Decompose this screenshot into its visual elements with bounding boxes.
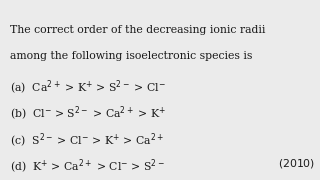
- Text: among the following isoelectronic species is: among the following isoelectronic specie…: [10, 51, 252, 61]
- Text: (d)  K$^{+}$ > Ca$^{2+}$ > Cl$^{-}$ > S$^{2-}$: (d) K$^{+}$ > Ca$^{2+}$ > Cl$^{-}$ > S$^…: [10, 158, 164, 176]
- Text: (b)  Cl$^{-}$ > S$^{2-}$ > Ca$^{2+}$ > K$^{+}$: (b) Cl$^{-}$ > S$^{2-}$ > Ca$^{2+}$ > K$…: [10, 105, 166, 123]
- Text: (a)  Ca$^{2+}$ > K$^{+}$ > S$^{2-}$ > Cl$^{-}$: (a) Ca$^{2+}$ > K$^{+}$ > S$^{2-}$ > Cl$…: [10, 79, 165, 97]
- Text: The correct order of the decreasing ionic radii: The correct order of the decreasing ioni…: [10, 25, 265, 35]
- Text: $(2010)$: $(2010)$: [278, 158, 315, 170]
- Text: (c)  S$^{2-}$ > Cl$^{-}$ > K$^{+}$ > Ca$^{2+}$: (c) S$^{2-}$ > Cl$^{-}$ > K$^{+}$ > Ca$^…: [10, 131, 164, 150]
